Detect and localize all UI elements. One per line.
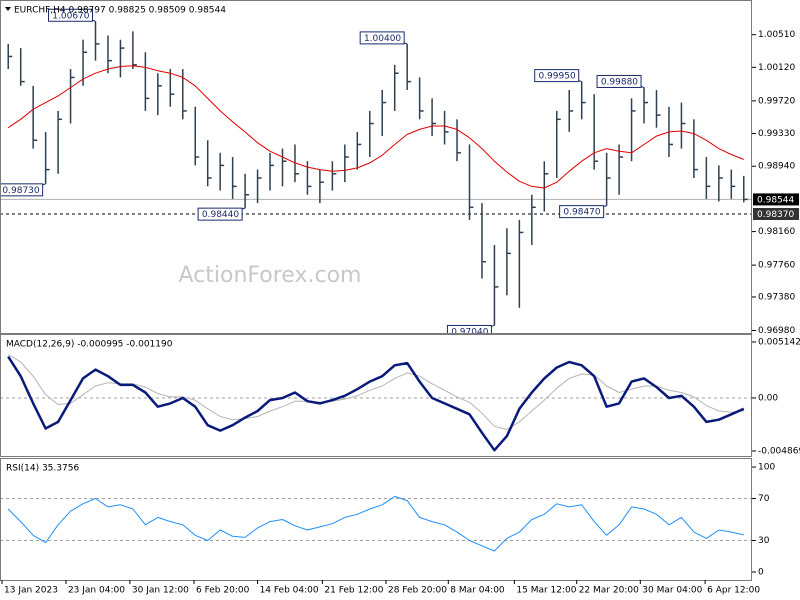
y-tick-label: 1.00510 [758,30,795,40]
panel-frame [0,334,752,457]
y-tick-label: 1.00120 [758,63,795,73]
panel-frame [0,0,752,334]
level-label: 0.98370 [757,210,794,220]
watermark: ActionForex.com [179,263,362,288]
plot-area [0,353,752,452]
x-tick-label: 30 Mar 04:00 [642,586,702,596]
y-tick-label: 0.99720 [758,96,795,106]
x-tick-label: 21 Feb 12:00 [324,586,383,596]
annotation-label: 0.98470 [563,208,600,218]
x-tick-label: 15 Mar 12:00 [516,586,576,596]
plot-area: ActionForex.com 1.00670 0.98730 0.98440 1.00… [0,8,752,337]
y-tick-label: 0.005142 [758,337,800,347]
annotation-box [197,207,243,221]
annotation-box [534,69,580,83]
panel-title: MACD(12,26,9) -0.000995 -0.001190 [6,340,173,350]
annotation-box [359,31,405,45]
menu-icon [5,7,11,11]
x-tick-label: 14 Feb 04:00 [260,586,319,596]
y-tick-label: 0.98160 [758,227,795,237]
indicator-line [7,65,744,189]
x-tick-label: 6 Apr 12:00 [707,586,760,596]
annotation-label: 1.00400 [364,34,401,44]
annotation-box [596,74,642,88]
annotation-box [48,8,93,22]
panel-frame [0,458,752,581]
annotation-label: 1.00670 [52,11,89,21]
x-tick-label: 6 Feb 20:00 [196,586,250,596]
annotation-label: 0.99950 [538,72,575,82]
x-tick-label: 28 Feb 20:00 [388,586,447,596]
annotation-label: 0.98730 [2,186,39,196]
annotation-label: 0.97040 [451,327,488,337]
current-price-label: 0.98544 [757,195,794,205]
x-tick-label: 8 Mar 04:00 [450,586,505,596]
annotation-box [446,324,492,333]
annotation-box [559,205,605,219]
x-tick-label: 13 Jan 2023 [4,586,58,596]
indicator-line [7,355,745,452]
y-tick-label: 0.97760 [758,261,795,271]
indicator-line [7,495,744,552]
x-tick-label: 30 Jan 12:00 [132,586,189,596]
annotation-label: 0.98440 [202,210,239,220]
y-tick-label: 70 [758,494,770,504]
y-tick-label: 0.96980 [758,326,795,336]
panel-title: EURCHF,H4 0.98797 0.98825 0.98509 0.9854… [14,6,226,16]
y-tick-label: 0.00 [758,393,778,403]
y-tick-label: 0.99330 [758,129,795,139]
y-tick-label: 0 [758,568,764,578]
annotation-box [0,183,44,197]
current-price-box [753,193,799,206]
y-tick-label: 30 [758,536,770,546]
y-tick-label: 0.97380 [758,292,795,302]
y-tick-label: -0.004869 [758,446,800,456]
x-tick-label: 22 Mar 20:00 [579,586,639,596]
annotation-label: 0.99880 [601,77,638,87]
annotation-connector [42,183,46,186]
y-tick-label: 0.98940 [758,162,795,172]
x-tick-label: 23 Jan 04:00 [68,586,125,596]
y-tick-label: 100 [758,463,775,473]
level-box [753,208,799,221]
panel-title: RSI(14) 35.3756 [6,464,79,474]
plot-area [0,495,752,552]
